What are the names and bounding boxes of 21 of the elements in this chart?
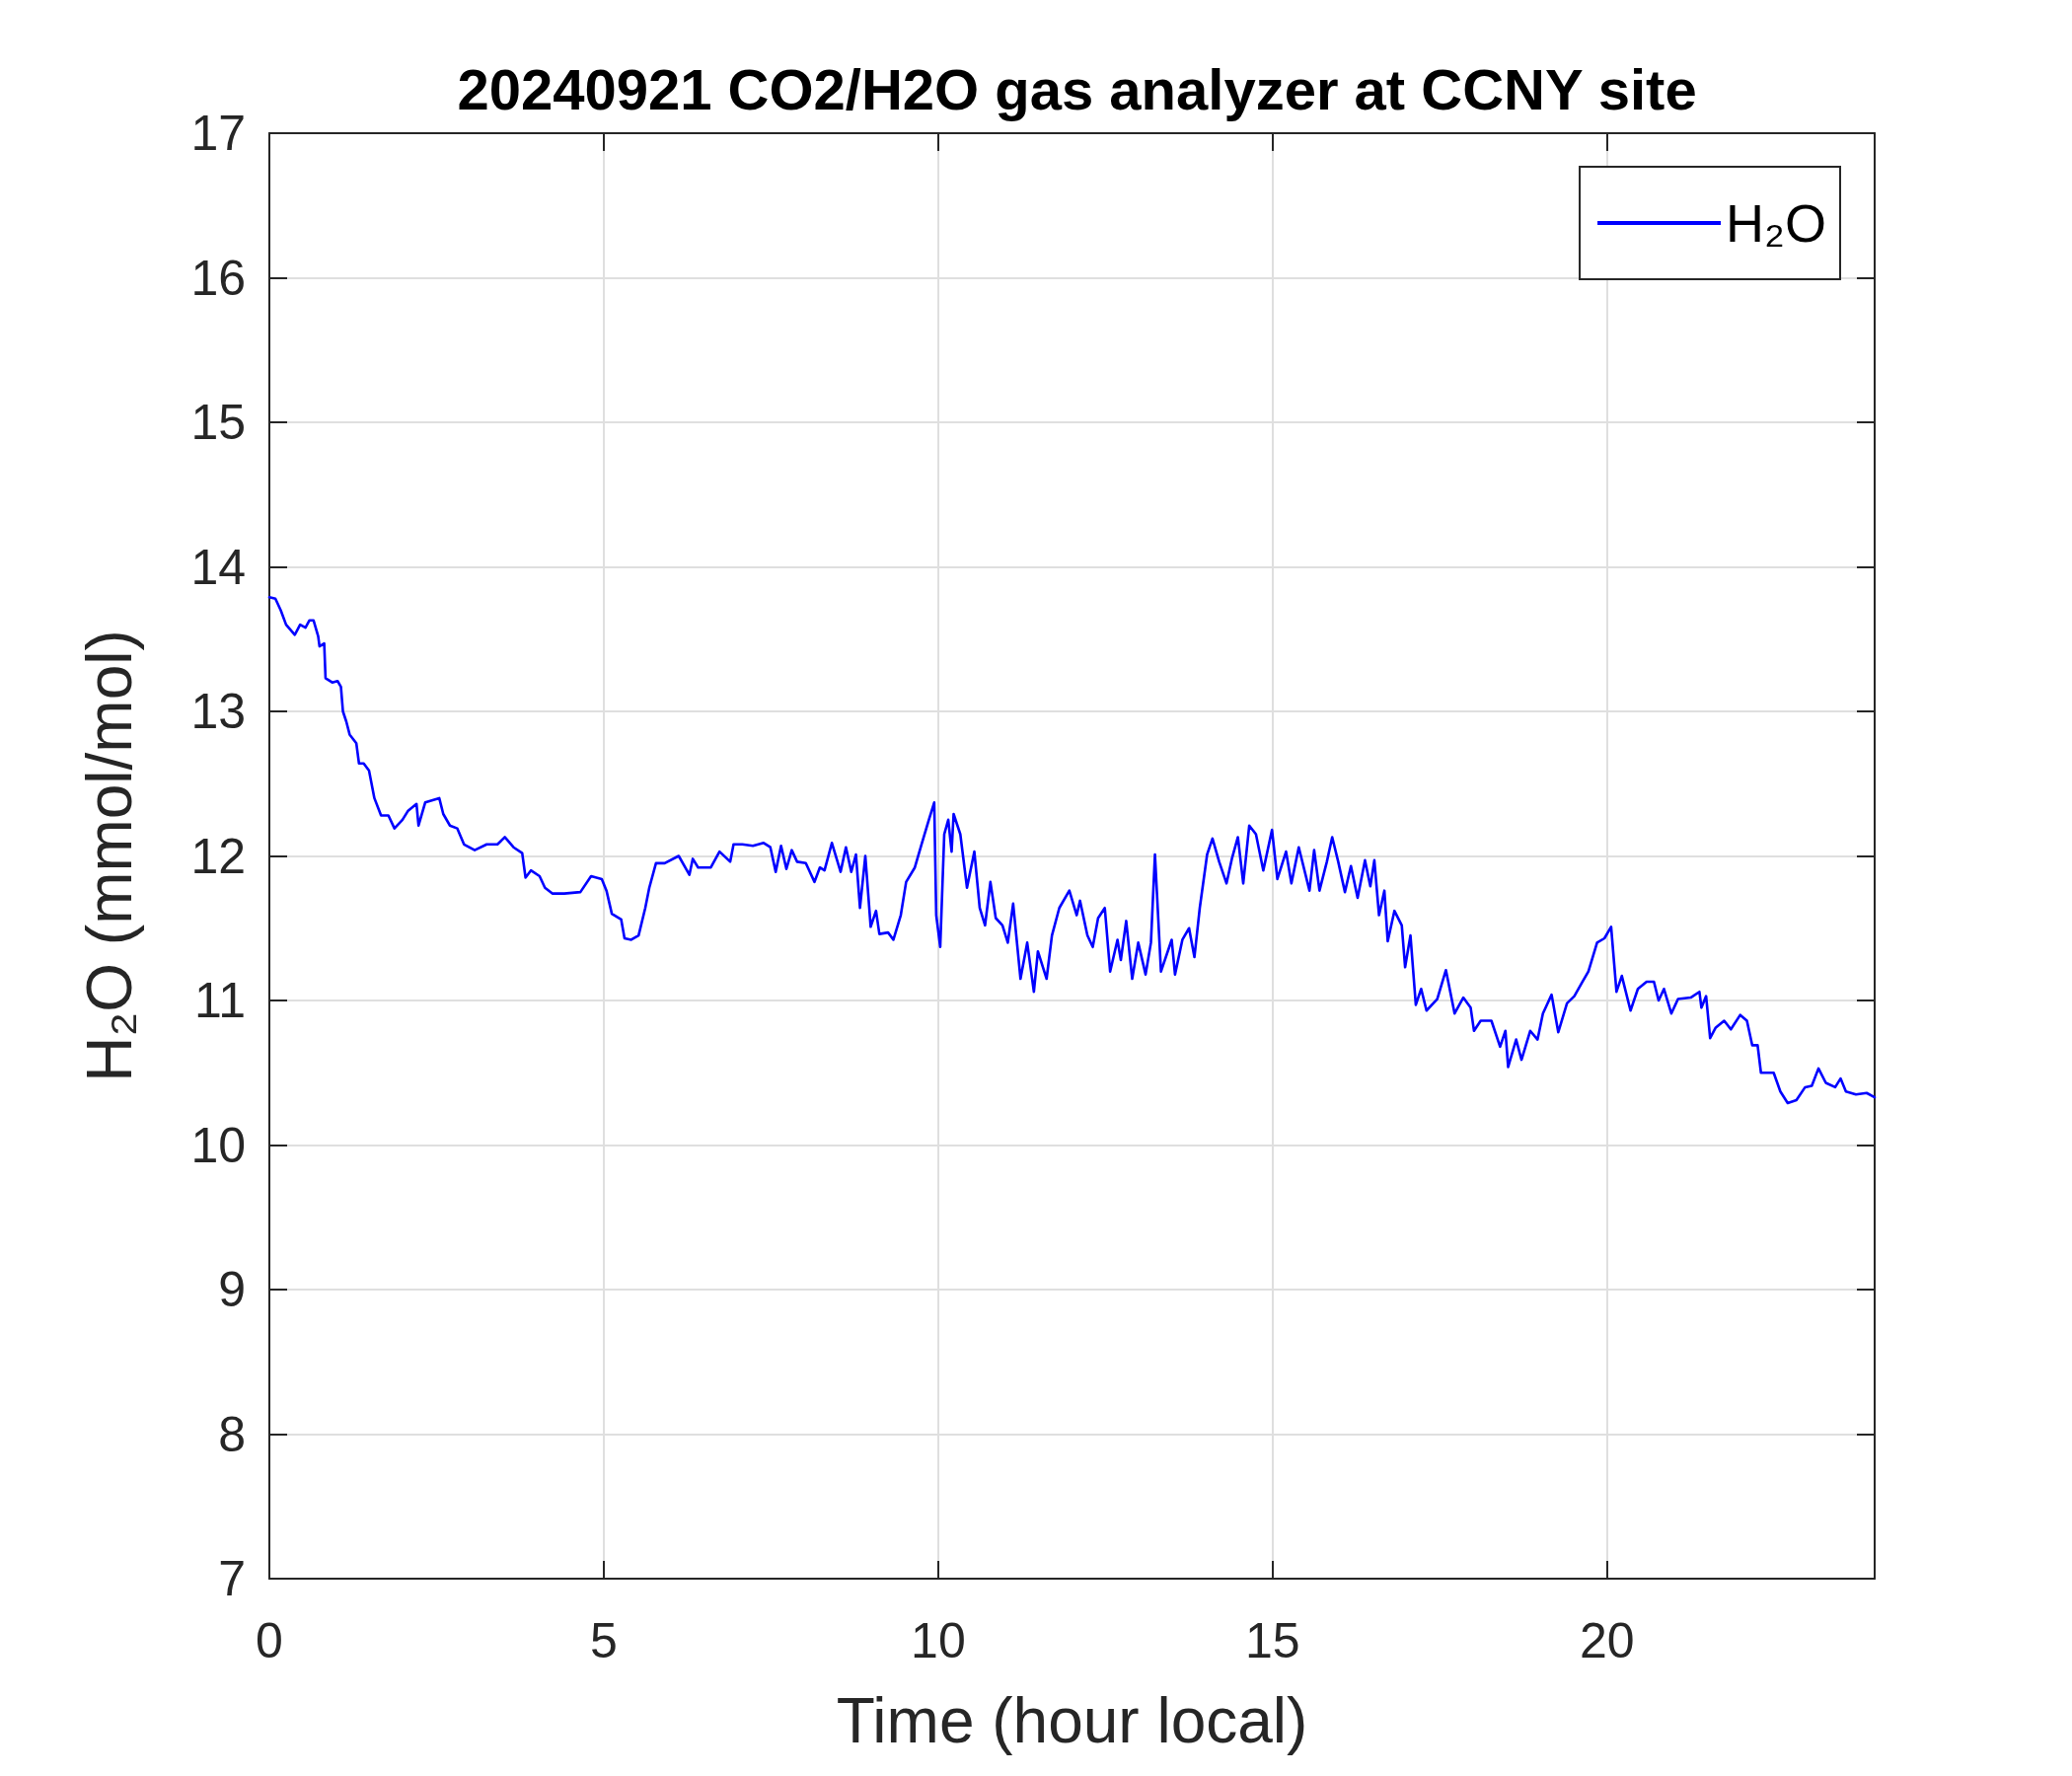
line-series	[267, 595, 1877, 1105]
x-tick-label: 10	[911, 1613, 966, 1668]
y-tick-label: 10	[190, 1117, 246, 1173]
y-tick-label: 8	[218, 1406, 246, 1462]
chart-title: 20240921 CO2/H2O gas analyzer at CCNY site	[457, 56, 1697, 121]
y-tick-label: 9	[218, 1262, 246, 1317]
y-tick-label: 15	[190, 395, 246, 450]
y-tick-label: 14	[190, 539, 246, 595]
y-tick-label: 16	[190, 250, 246, 306]
y-tick-label: 17	[190, 106, 246, 161]
x-axis-title: Time (hour local)	[836, 1685, 1308, 1756]
x-tick-label: 15	[1245, 1613, 1300, 1668]
y-axis-title: H₂O (mmol/mol)	[74, 629, 145, 1082]
x-tick-label: 5	[590, 1613, 618, 1668]
x-tick-label: 20	[1580, 1613, 1635, 1668]
legend-label: H₂O	[1726, 193, 1827, 253]
y-tick-label: 7	[218, 1551, 246, 1606]
y-tick-label: 13	[190, 684, 246, 739]
y-tick-label: 12	[190, 828, 246, 884]
y-tick-label: 11	[194, 973, 246, 1028]
x-tick-label: 0	[256, 1613, 283, 1668]
